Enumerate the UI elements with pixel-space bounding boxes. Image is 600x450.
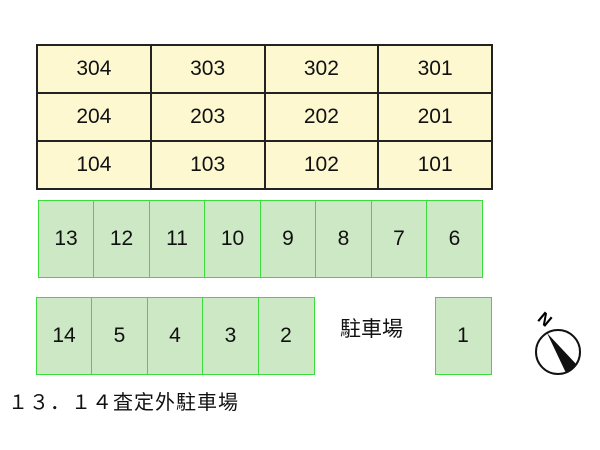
parking-spot: 3 [202,297,259,375]
parking-spot: 1 [434,297,492,375]
unit-204: 204 [37,93,151,141]
unit-304: 304 [37,45,151,93]
unit-202: 202 [264,93,379,141]
parking-spot: 12 [93,200,150,278]
note-text: １３．１４査定外駐車場 [8,390,239,414]
parking-spot: 5 [91,297,148,375]
north-arrow-icon: N [534,308,581,375]
parking-spot: 10 [204,200,261,278]
parking-spot: 13 [37,200,95,278]
unit-201: 201 [378,93,492,141]
parking-label: 駐車場 [340,317,403,341]
parking-spot: 2 [257,297,315,375]
parking-spot: 6 [426,200,483,278]
parking-spot: 7 [370,200,428,278]
parking-spot: 9 [259,200,317,278]
parking-spot: 11 [148,200,206,278]
parking-row-upper: 13 12 11 10 9 8 7 6 [37,200,483,278]
unit-301: 301 [378,45,492,93]
parking-row-lower: 14 5 4 3 2 [35,297,315,375]
compass-n-label: N [534,308,556,330]
unit-103: 103 [150,141,265,189]
parking-spot: 4 [146,297,204,375]
unit-104: 104 [37,141,151,189]
parking-row-single: 1 [434,297,492,375]
building-floor-plan: 304 303 302 301 204 203 202 201 104 103 102 101 [36,44,493,190]
unit-203: 203 [150,93,265,141]
parking-spot: 14 [35,297,93,375]
unit-302: 302 [264,45,379,93]
parking-spot: 8 [315,200,372,278]
unit-303: 303 [150,45,265,93]
unit-101: 101 [378,141,492,189]
unit-102: 102 [264,141,379,189]
